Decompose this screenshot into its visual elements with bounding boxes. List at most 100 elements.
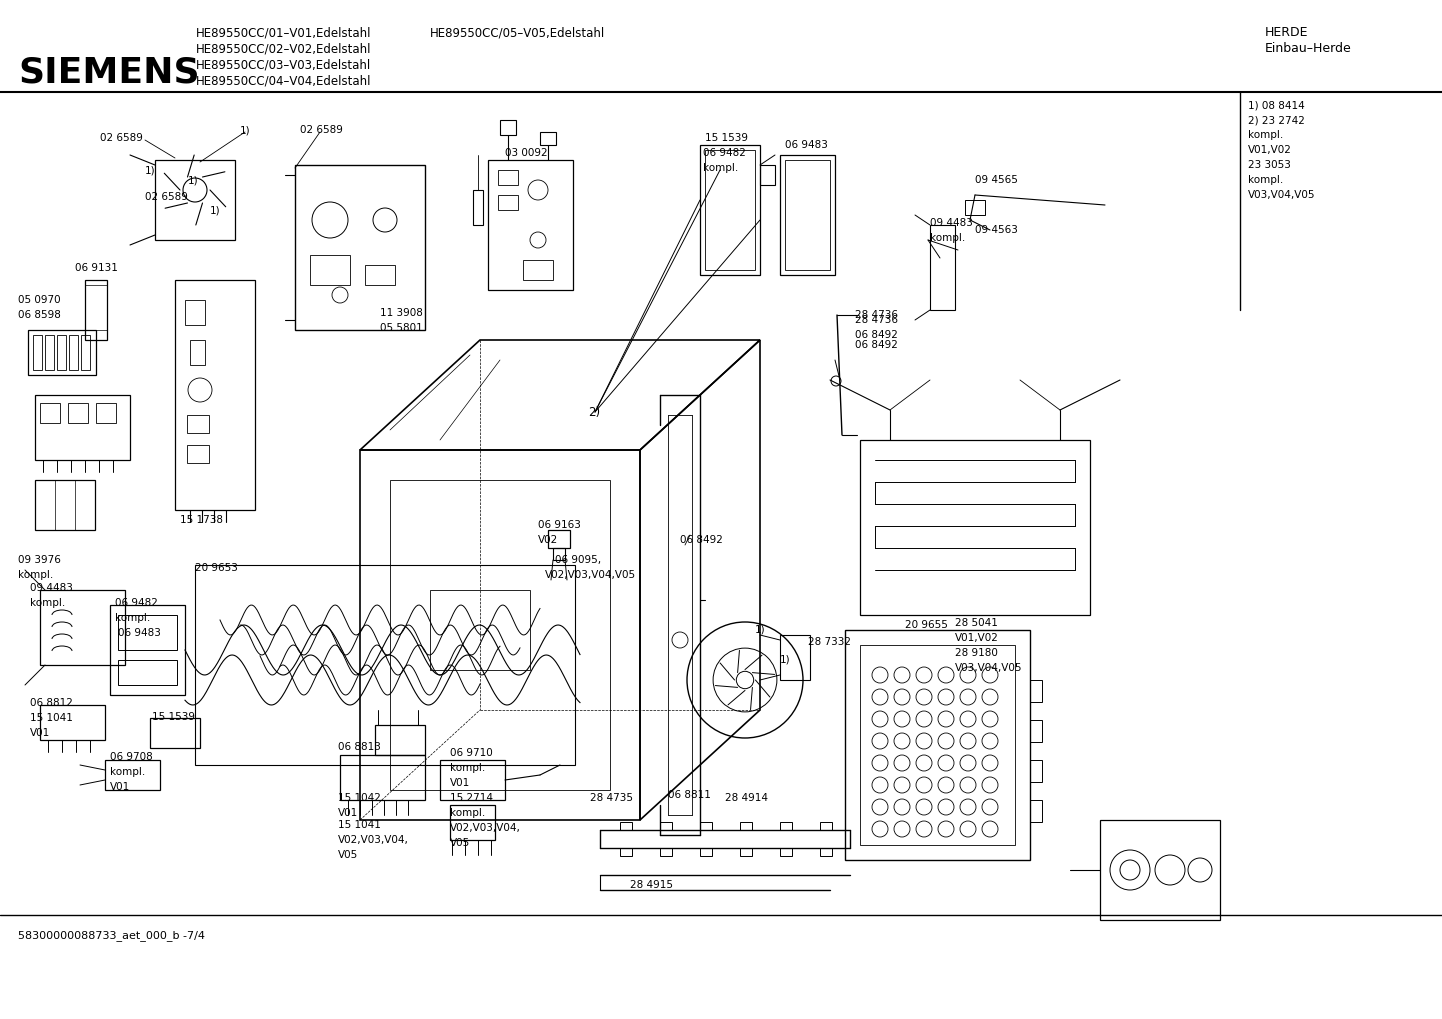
Bar [500,120,516,135]
Text: 20 9653: 20 9653 [195,564,238,573]
Bar [440,760,505,800]
Text: 28 5041: 28 5041 [955,618,998,628]
Text: 28 9180: 28 9180 [955,648,998,658]
Text: 28 4736: 28 4736 [855,315,898,325]
Text: 02 6589: 02 6589 [146,192,187,202]
Text: 1): 1) [211,205,221,215]
Text: kompl.: kompl. [450,808,486,818]
Text: kompl.: kompl. [110,767,146,777]
Text: 15 2714: 15 2714 [450,793,493,803]
Text: 05 0970: 05 0970 [17,294,61,305]
Bar [365,265,395,285]
Text: V03,V04,V05: V03,V04,V05 [955,663,1022,673]
Text: 06 9482: 06 9482 [704,148,746,158]
Text: HE89550CC/02–V02,Edelstahl: HE89550CC/02–V02,Edelstahl [196,42,372,55]
Bar [174,280,255,510]
Bar [33,335,42,370]
Bar [859,645,1015,845]
Text: 09 4565: 09 4565 [975,175,1018,185]
Text: 2) 23 2742: 2) 23 2742 [1247,115,1305,125]
Text: 15 1539: 15 1539 [151,712,195,722]
Bar [780,848,792,856]
Text: V01,V02: V01,V02 [955,633,999,643]
Bar [965,200,985,215]
Text: 05 5801: 05 5801 [381,323,423,333]
Bar [340,755,425,800]
Bar [740,822,751,830]
Text: SIEMENS: SIEMENS [17,55,199,89]
Bar [195,565,575,765]
Bar [389,480,610,790]
Text: V01: V01 [30,728,50,738]
Bar [296,165,425,330]
Text: 15 1539: 15 1539 [705,133,748,143]
Text: kompl.: kompl. [1247,130,1283,140]
Text: V03,V04,V05: V03,V04,V05 [1247,190,1315,200]
Text: 1): 1) [756,625,766,635]
Text: kompl.: kompl. [30,598,65,608]
Bar [473,190,483,225]
Bar [68,403,88,423]
Text: V01: V01 [110,782,130,792]
Text: 09 3976: 09 3976 [17,555,61,565]
Bar [487,160,572,290]
Text: 06 8492: 06 8492 [855,340,898,350]
Text: V01,V02: V01,V02 [1247,145,1292,155]
Text: 06 8812: 06 8812 [30,698,74,708]
Text: 15 1041: 15 1041 [337,820,381,830]
Text: 06 8813: 06 8813 [337,742,381,752]
Text: kompl.: kompl. [704,163,738,173]
Bar [780,635,810,680]
Bar [40,403,61,423]
Text: HE89550CC/05–V05,Edelstahl: HE89550CC/05–V05,Edelstahl [430,26,606,39]
Text: 15 1041: 15 1041 [30,713,74,723]
Bar [97,403,115,423]
Text: 1): 1) [187,175,199,185]
Bar [780,155,835,275]
Text: V01: V01 [337,808,358,818]
Text: V02,V03,V04,V05: V02,V03,V04,V05 [545,570,636,580]
Bar [845,630,1030,860]
Text: 06 9163: 06 9163 [538,520,581,530]
Bar [110,605,185,695]
Bar [699,145,760,275]
Text: 02 6589: 02 6589 [300,125,343,135]
Text: HE89550CC/04–V04,Edelstahl: HE89550CC/04–V04,Edelstahl [196,74,372,87]
Bar [190,340,205,365]
Text: kompl.: kompl. [930,233,965,243]
Bar [310,255,350,285]
Bar [118,660,177,685]
Bar [820,822,832,830]
Text: 28 4736: 28 4736 [855,310,898,320]
Text: V02,V03,V04,: V02,V03,V04, [450,823,521,833]
Text: 28 7332: 28 7332 [808,637,851,647]
Bar [740,848,751,856]
Text: 06 8598: 06 8598 [17,310,61,320]
Bar [45,335,53,370]
Bar [105,760,160,790]
Bar [150,718,200,748]
Bar [820,848,832,856]
Text: 06 8492: 06 8492 [681,535,722,545]
Bar [375,725,425,755]
Bar [69,335,78,370]
Bar [154,160,235,240]
Text: 1) 08 8414: 1) 08 8414 [1247,100,1305,110]
Bar [497,170,518,185]
Text: 09 4483: 09 4483 [30,583,74,593]
Bar [699,822,712,830]
Text: 28 4735: 28 4735 [590,793,633,803]
Text: 06 9708: 06 9708 [110,752,153,762]
Bar [58,335,66,370]
Bar [780,822,792,830]
Bar [660,848,672,856]
Bar [620,822,632,830]
Text: 28 4914: 28 4914 [725,793,769,803]
Bar [1030,800,1043,822]
Text: HE89550CC/01–V01,Edelstahl: HE89550CC/01–V01,Edelstahl [196,26,372,39]
Text: 1): 1) [146,165,156,175]
Text: Einbau–Herde: Einbau–Herde [1265,42,1351,55]
Text: 2): 2) [588,406,600,419]
Bar [1030,760,1043,782]
Text: kompl.: kompl. [17,570,53,580]
